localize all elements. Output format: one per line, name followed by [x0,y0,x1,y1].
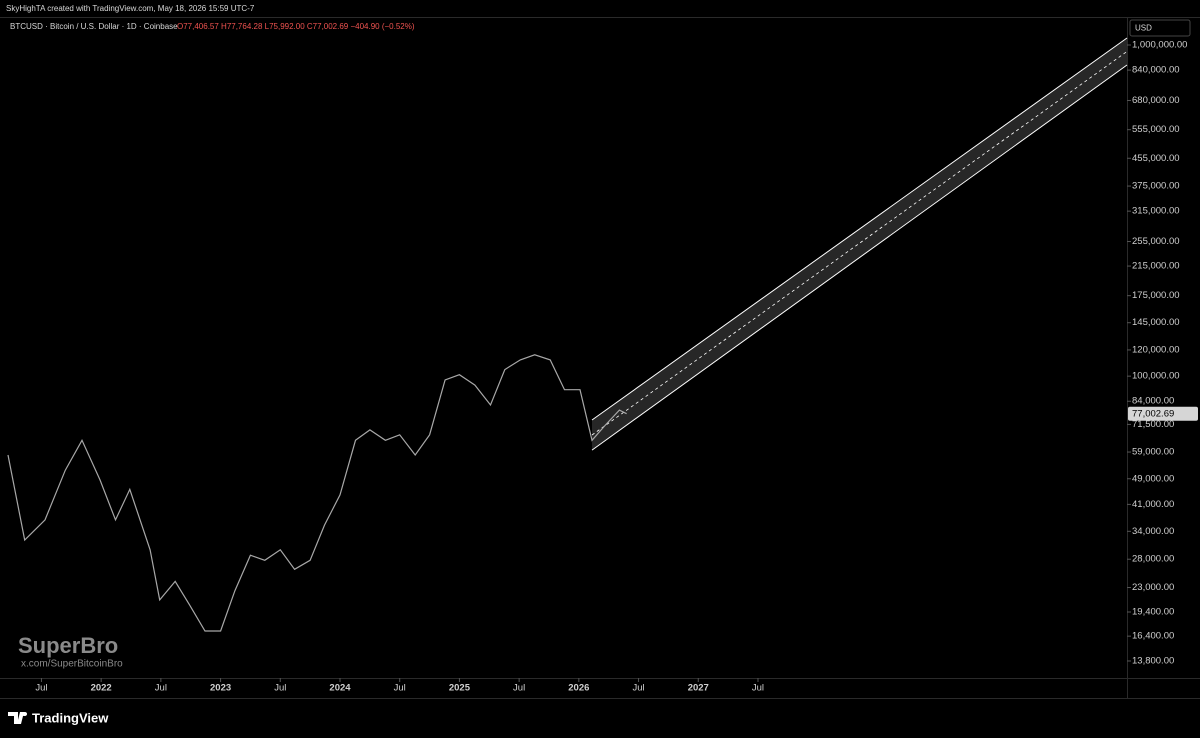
y-tick-label: 34,000.00 [1132,526,1174,537]
currency[interactable]: USD [1135,24,1152,33]
x-tick-label: Jul [155,683,167,694]
y-tick-label: 59,000.00 [1132,447,1174,458]
y-tick-label: 145,000.00 [1132,317,1180,328]
y-tick-label: 49,000.00 [1132,473,1174,484]
symbol-info: BTCUSD · Bitcoin / U.S. Dollar · 1D · Co… [10,22,178,31]
x-tick-label: Jul [513,683,525,694]
y-tick-label: 555,000.00 [1132,124,1180,135]
price-line [7,354,627,632]
plot-area [7,37,1128,632]
x-tick-label: Jul [274,683,286,694]
x-tick-label: 2023 [210,683,231,694]
attribution: SkyHighTA created with TradingView.com, … [6,4,255,13]
y-tick-label: 375,000.00 [1132,181,1180,192]
x-tick-label: Jul [632,683,644,694]
y-tick-label: 28,000.00 [1132,554,1174,565]
brand: TradingView [32,710,109,725]
channel-fill [592,38,1127,451]
y-tick-label: 23,000.00 [1132,582,1174,593]
channel-lower [591,64,1128,451]
channel-upper [591,37,1128,421]
y-tick-label: 680,000.00 [1132,95,1180,106]
y-tick-label: 1,000,000.00 [1132,40,1187,51]
x-tick-label: 2024 [329,683,351,694]
y-tick-label: 315,000.00 [1132,206,1180,217]
y-tick-label: 71,500.00 [1132,419,1174,430]
x-tick-label: 2025 [449,683,471,694]
y-tick-label: 840,000.00 [1132,65,1180,76]
x-tick-label: Jul [394,683,406,694]
last-price-box [1128,406,1198,421]
y-tick-label: 255,000.00 [1132,236,1180,247]
x-tick-label: 2027 [688,683,709,694]
channel-middle [591,51,1128,436]
logo-dot [22,712,26,716]
watermark-handle: x.com/SuperBitcoinBro [21,659,123,670]
currency-box[interactable] [1129,19,1191,37]
x-tick-label: 2022 [91,683,112,694]
tradingview-logo [8,712,28,724]
y-tick-label: 84,000.00 [1132,396,1174,407]
watermark-title: SuperBro [18,633,118,658]
y-tick-label: 120,000.00 [1132,344,1180,355]
ohlc: O77,406.57 H77,764.28 L75,992.00 C77,002… [177,22,415,31]
y-tick-label: 175,000.00 [1132,290,1180,301]
y-tick-label: 215,000.00 [1132,261,1180,272]
y-tick-label: 19,400.00 [1132,607,1174,618]
last-price-label: 77,002.69 [1132,408,1174,419]
x-tick-label: Jul [35,683,47,694]
y-tick-label: 100,000.00 [1132,371,1180,382]
y-tick-label: 16,400.00 [1132,631,1174,642]
y-tick-label: 13,800.00 [1132,655,1174,666]
x-tick-label: Jul [752,683,764,694]
y-tick-label: 41,000.00 [1132,499,1174,510]
x-tick-label: 2026 [568,683,589,694]
y-tick-label: 455,000.00 [1132,153,1180,164]
